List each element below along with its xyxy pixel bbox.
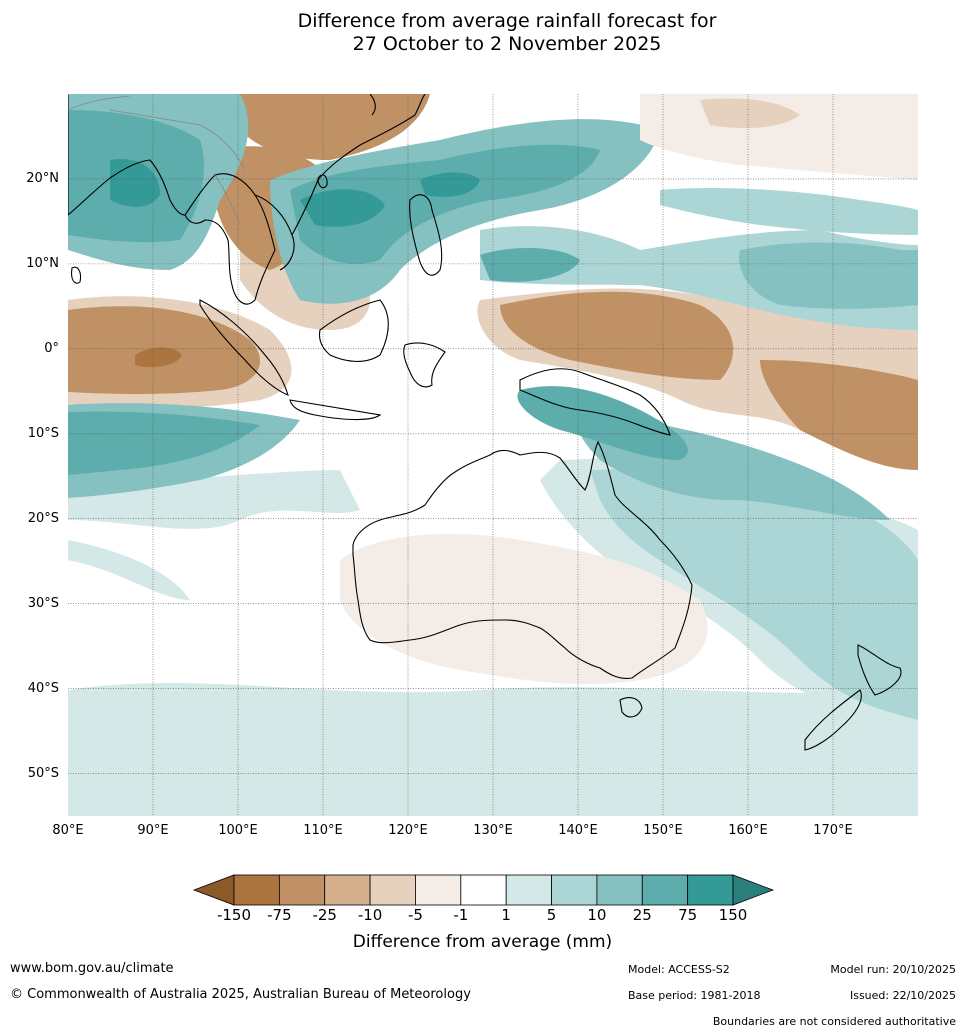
latitude-label: 20°S: [27, 510, 59, 526]
legend-tick-label: -150: [216, 906, 252, 924]
longitude-label: 100°E: [218, 823, 258, 838]
coastlines: [68, 94, 902, 751]
wet-core-bengal: [110, 159, 160, 207]
wet-sw-ocean-patch: [68, 540, 190, 600]
wet-core-south-china-sea: [300, 189, 385, 227]
legend-swatch: [687, 874, 734, 906]
dry-west-pacific: [500, 291, 734, 380]
title-line-1: Difference from average rainfall forecas…: [297, 10, 717, 32]
borneo-coastline: [318, 299, 389, 362]
sumatra-coastline: [199, 299, 289, 396]
longitude-label: 150°E: [643, 823, 683, 838]
philippines-coastline: [409, 194, 443, 276]
latitude-label: 30°S: [27, 595, 59, 611]
sri-lanka-coastline: [71, 266, 82, 284]
legend-swatch: [324, 874, 371, 906]
legend-tick-label: 5: [546, 906, 557, 924]
longitude-label: 80°E: [52, 823, 84, 838]
longitude-label: 90°E: [137, 823, 169, 838]
dry-south-china: [240, 94, 430, 160]
tasmania-coastline: [619, 697, 643, 718]
footer-website: www.bom.gov.au/climate: [10, 961, 174, 976]
legend-arrow-high: [732, 874, 775, 906]
longitude-label: 170°E: [813, 823, 853, 838]
latitude-label: 40°S: [27, 680, 59, 696]
japan-coastline: [369, 94, 376, 116]
legend-tick-label: 1: [501, 906, 511, 924]
wet-nw-pacific-core: [480, 248, 580, 282]
latitude-label: 0°: [44, 340, 59, 356]
legend-tick-label: -75: [267, 906, 292, 924]
footer-copyright: © Commonwealth of Australia 2025, Austra…: [10, 987, 471, 1002]
new-guinea-coastline: [519, 368, 671, 436]
wet-south-china-sea: [290, 144, 600, 264]
legend-swatch: [460, 874, 507, 906]
title-line-2: 27 October to 2 November 2025: [352, 33, 662, 55]
legend-tick-label: 25: [632, 906, 652, 924]
dry-core-indian-ocean: [135, 347, 182, 368]
java-coastline: [289, 399, 382, 421]
footer-disclaimer: Boundaries are not considered authoritat…: [712, 1015, 956, 1028]
longitude-label: 140°E: [558, 823, 598, 838]
legend-swatch: [505, 874, 552, 906]
longitude-label: 160°E: [728, 823, 768, 838]
dry-ne-pacific-patch: [700, 98, 800, 128]
india-coastline: [68, 95, 186, 216]
legend-swatch: [415, 874, 462, 906]
australia-coastline: [352, 440, 693, 679]
footer-model-run: Model run: 20/10/2025: [830, 963, 956, 976]
footer-model: Model: ACCESS-S2: [628, 963, 730, 976]
country-borders: [68, 95, 246, 226]
legend-tick-label: -10: [357, 906, 383, 924]
legend-tick-label: 75: [678, 906, 698, 924]
map-plot-area: [68, 94, 918, 816]
wet-sw-pacific: [590, 463, 918, 720]
footer-issued: Issued: 22/10/2025: [849, 989, 956, 1002]
legend-swatch: [369, 874, 416, 906]
legend-arrow-low: [192, 874, 235, 906]
wet-nw-pacific-mid: [739, 242, 918, 309]
taiwan-coastline: [317, 174, 328, 189]
legend-swatch: [551, 874, 598, 906]
wet-north-pacific: [660, 188, 918, 235]
legend-tick-label: -25: [312, 906, 337, 924]
latitude-label: 20°N: [26, 170, 59, 186]
longitude-label: 120°E: [388, 823, 428, 838]
map-title: Difference from average rainfall forecas…: [0, 10, 965, 56]
legend-swatch: [596, 874, 643, 906]
legend-tick-label: -1: [453, 906, 469, 924]
latitude-label: 10°S: [27, 425, 59, 441]
legend-swatch: [233, 874, 280, 906]
longitude-label: 130°E: [473, 823, 513, 838]
legend-tick-label: 150: [718, 906, 748, 924]
anomaly-fields: [68, 94, 918, 816]
footer-base-period: Base period: 1981-2018: [628, 989, 761, 1002]
latitude-label: 10°N: [26, 255, 59, 271]
longitude-label: 110°E: [303, 823, 343, 838]
wet-south-indian-ocean-core: [68, 411, 260, 475]
legend-tick-label: 10: [587, 906, 607, 924]
latitude-label: 50°S: [27, 765, 59, 781]
new-zealand-north-island: [857, 644, 902, 696]
wet-new-guinea: [517, 386, 688, 460]
dry-australia: [340, 534, 708, 685]
dry-central-pacific: [760, 360, 918, 470]
legend-title: Difference from average (mm): [352, 932, 613, 952]
legend-tick-label: -5: [407, 906, 423, 924]
sulawesi-coastline: [403, 342, 446, 388]
map-gridlines: [68, 94, 918, 816]
legend-swatch: [278, 874, 326, 906]
legend-swatch: [641, 874, 689, 906]
southeast-asia-coastline: [184, 94, 426, 305]
wet-core-philippine-sea: [420, 172, 480, 197]
new-zealand-south-island: [804, 689, 862, 751]
